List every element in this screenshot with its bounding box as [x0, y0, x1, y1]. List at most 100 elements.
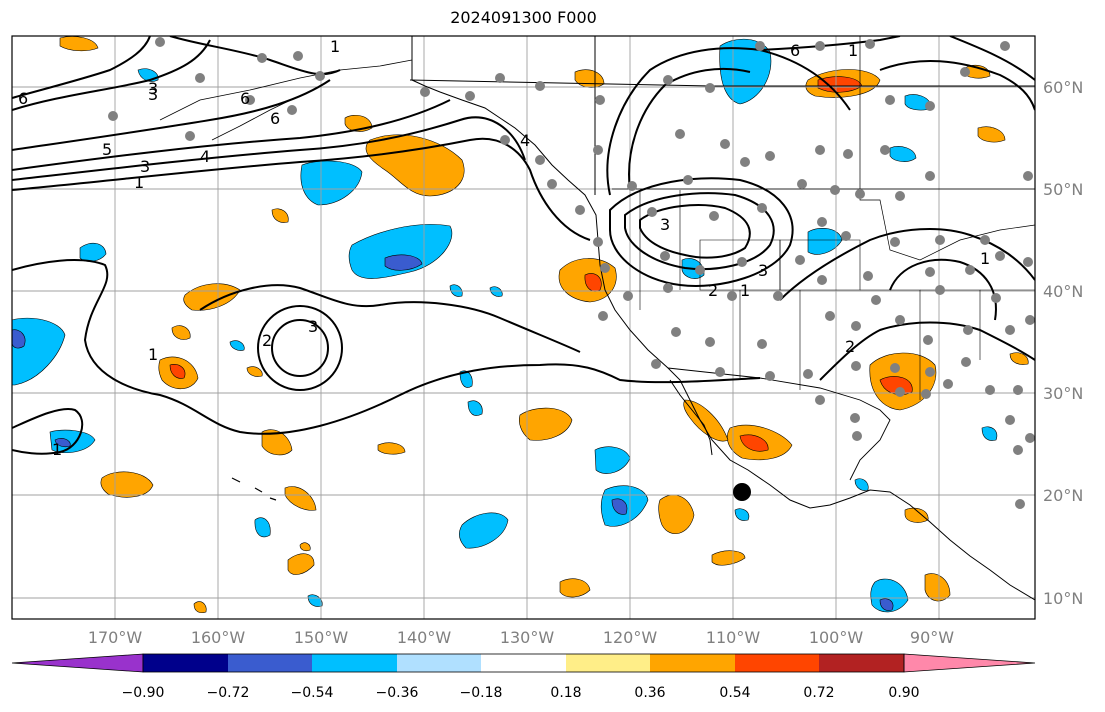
- contour-label: 1: [134, 173, 144, 192]
- strong-negative-area: [12, 329, 26, 349]
- positive-anomaly-area: [365, 134, 465, 197]
- positive-anomaly-area: [284, 486, 317, 511]
- contour-label: 1: [740, 281, 750, 300]
- strong-negative-area: [384, 254, 423, 271]
- colorbar-frame: [142, 653, 905, 673]
- positive-anomaly-area: [171, 325, 191, 340]
- latitude-label: 10°N: [1043, 589, 1083, 608]
- colorbar-segment: [397, 654, 481, 672]
- positive-anomaly-area: [559, 578, 591, 598]
- negative-anomaly-area: [734, 508, 750, 521]
- positive-anomaly-area: [924, 573, 951, 602]
- negative-anomaly-area: [467, 400, 483, 416]
- positive-anomaly-area: [59, 36, 99, 52]
- positive-anomaly-area: [193, 601, 207, 614]
- longitude-label: 170°W: [88, 628, 143, 647]
- positive-anomaly-area: [377, 442, 406, 455]
- graticule: [12, 36, 1035, 619]
- colorbar-ticks: −0.90 −0.72 −0.54 −0.36 −0.18 0.18 0.36 …: [122, 685, 920, 701]
- strong-negative-area: [54, 438, 71, 448]
- colorbar-tick-label: 0.18: [550, 685, 581, 701]
- positive-anomaly-area: [977, 126, 1006, 143]
- longitude-label: 130°W: [500, 628, 555, 647]
- positive-anomaly-area: [246, 366, 263, 377]
- contour-label: 1: [148, 345, 158, 364]
- colorbar-tick-label: 0.90: [888, 685, 919, 701]
- colorbar-segment: [312, 654, 397, 672]
- colorbar-tick-label: −0.36: [376, 685, 419, 701]
- map-frame: [11, 35, 1036, 620]
- contour-label: 6: [790, 41, 800, 60]
- colorbar-segment: [228, 654, 312, 672]
- latitude-label: 20°N: [1043, 486, 1083, 505]
- height-contours: [12, 36, 1035, 455]
- positive-anomaly-area: [183, 283, 241, 311]
- colorbar-segment: [481, 654, 566, 672]
- negative-anomaly-area: [12, 317, 66, 386]
- contour-label: 3: [308, 317, 318, 336]
- storm-center-marker: [733, 483, 751, 501]
- colorbar-tick-label: −0.90: [122, 685, 165, 701]
- longitude-label: 140°W: [397, 628, 452, 647]
- colorbar-segment: [143, 654, 228, 672]
- colorbar-segment: [819, 654, 904, 672]
- colorbar-tick-label: 0.72: [803, 685, 834, 701]
- latitude-labels: 60°N 50°N 40°N 30°N 20°N 10°N: [1043, 78, 1083, 608]
- shaded-anomaly-fields: [12, 36, 1029, 614]
- negative-anomaly-area: [459, 370, 473, 388]
- positive-anomaly-area: [271, 208, 289, 223]
- contour-label: 3: [660, 215, 670, 234]
- contour-label: 6: [18, 89, 28, 108]
- colorbar-segment: [735, 654, 819, 672]
- positive-anomaly-area: [519, 407, 573, 441]
- contour-label: 2: [262, 331, 272, 350]
- colorbar-tick-label: −0.54: [291, 685, 334, 701]
- longitude-label: 90°W: [910, 628, 954, 647]
- positive-anomaly-area: [658, 494, 695, 534]
- coastlines: [159, 36, 1035, 601]
- longitude-label: 110°W: [706, 628, 761, 647]
- longitude-labels: 170°W 160°W 150°W 140°W 130°W 120°W 110°…: [88, 628, 954, 647]
- colorbar-tick-label: 0.36: [634, 685, 665, 701]
- contour-label: 6: [240, 89, 250, 108]
- longitude-label: 160°W: [191, 628, 246, 647]
- positive-anomaly-area: [100, 471, 154, 498]
- colorbar-segment: [650, 654, 735, 672]
- colorbar-tick-label: −0.72: [207, 685, 250, 701]
- longitude-label: 100°W: [809, 628, 864, 647]
- negative-anomaly-area: [229, 340, 245, 351]
- positive-anomaly-area: [287, 553, 315, 575]
- latitude-label: 40°N: [1043, 282, 1083, 301]
- contour-label: 4: [200, 147, 210, 166]
- strong-negative-area: [879, 598, 894, 611]
- longitude-label: 150°W: [294, 628, 349, 647]
- negative-anomaly-area: [300, 160, 363, 206]
- positive-anomaly-area: [711, 550, 746, 566]
- colorbar-tick-label: −0.18: [460, 685, 503, 701]
- contour-label: 5: [102, 140, 112, 159]
- negative-anomaly-area: [489, 286, 503, 297]
- strong-positive-area: [739, 434, 769, 452]
- negative-anomaly-area: [870, 578, 909, 613]
- negative-anomaly-area: [254, 517, 271, 538]
- contour-label: 1: [848, 41, 858, 60]
- latitude-label: 60°N: [1043, 78, 1083, 97]
- contour-label: 3: [140, 157, 150, 176]
- strong-negative-area: [611, 498, 628, 515]
- colorbar-extend-low: [11, 653, 144, 673]
- contour-label: 3: [148, 79, 158, 98]
- negative-anomaly-area: [889, 146, 917, 162]
- station-markers: [108, 37, 1035, 509]
- negative-anomaly-area: [854, 478, 869, 491]
- longitude-label: 120°W: [603, 628, 658, 647]
- contour-label: 3: [758, 261, 768, 280]
- contour-label: 3: [148, 85, 158, 104]
- contour-label: 1: [52, 440, 62, 459]
- colorbar-tick-label: 0.54: [719, 685, 750, 701]
- colorbar: [11, 653, 1036, 673]
- negative-anomaly-area: [348, 224, 453, 279]
- contour-labels: 6 3 6 5 4 3 1 6 4 1 6 1 3 3 1 1 3 2 2 1 …: [18, 37, 990, 459]
- colorbar-extend-high: [903, 653, 1036, 673]
- positive-anomaly-area: [1009, 352, 1029, 365]
- contour-label: 2: [708, 281, 718, 300]
